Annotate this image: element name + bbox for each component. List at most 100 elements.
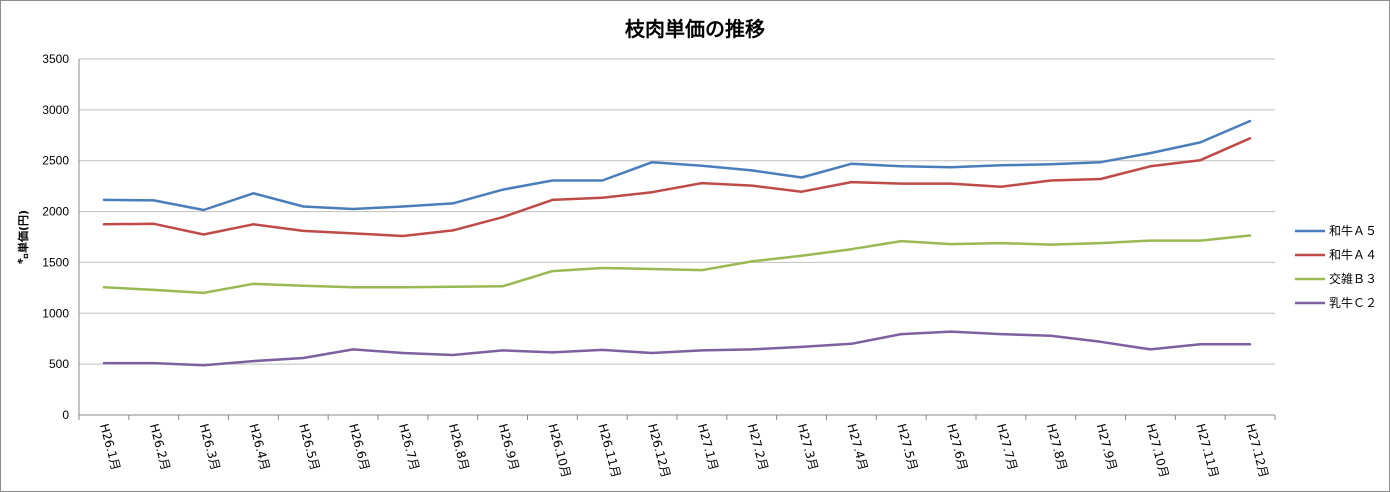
data-point	[551, 269, 554, 273]
data-point	[999, 185, 1003, 188]
data-point	[252, 282, 255, 285]
data-point	[1099, 241, 1102, 245]
y-tick-label: 2000	[42, 205, 69, 219]
x-tick-label: H27.6月	[944, 422, 970, 472]
data-point	[900, 182, 903, 185]
data-point	[1199, 141, 1202, 144]
data-point	[401, 205, 405, 208]
x-tick-label: H26.3月	[197, 422, 223, 472]
gridlines	[79, 58, 1275, 365]
data-point	[650, 191, 654, 194]
data-point	[351, 232, 355, 235]
data-point	[850, 248, 853, 251]
data-point	[1049, 163, 1052, 166]
data-point	[102, 198, 106, 202]
data-point	[949, 182, 953, 185]
legend-label: 和牛Ａ４	[1329, 247, 1377, 262]
data-point	[900, 239, 903, 243]
data-point	[102, 223, 106, 226]
data-point	[1049, 243, 1052, 246]
data-point	[601, 196, 604, 200]
axes	[78, 59, 1276, 420]
data-point	[850, 180, 853, 184]
data-point	[949, 242, 953, 246]
data-point	[999, 164, 1003, 167]
x-tick-label: H26.9月	[496, 422, 522, 472]
data-point	[1149, 348, 1152, 351]
data-point	[1199, 159, 1202, 162]
data-point	[750, 184, 753, 187]
legend: 和牛Ａ５ 和牛Ａ４ 交雑Ｂ３ 乳牛Ｃ２	[1295, 223, 1377, 310]
data-point	[800, 176, 803, 179]
data-point	[949, 166, 953, 169]
x-tick-label: H26.1月	[97, 422, 123, 472]
y-tick-labels: 0 500 1000 1500 2000 2500 3000 3500	[42, 52, 69, 422]
x-tick-label: H26.8月	[446, 422, 472, 472]
data-point	[152, 199, 155, 202]
data-point	[900, 165, 903, 168]
data-point	[900, 332, 903, 336]
data-point	[601, 179, 604, 182]
data-point	[252, 359, 255, 363]
data-point	[551, 198, 554, 202]
data-point	[850, 162, 853, 165]
x-tick-label: H27.8月	[1044, 422, 1070, 472]
data-point	[551, 179, 554, 182]
data-point	[501, 349, 504, 352]
data-point	[202, 291, 205, 295]
data-point	[650, 351, 654, 355]
data-point	[401, 286, 405, 289]
data-point	[252, 192, 255, 195]
data-point	[102, 286, 106, 289]
data-point	[750, 348, 753, 351]
data-point	[1099, 161, 1102, 164]
data-point	[601, 348, 604, 352]
data-point	[501, 188, 504, 191]
data-point	[1248, 234, 1252, 237]
series-line-2	[103, 137, 1251, 238]
data-point	[1099, 177, 1102, 181]
data-point	[1248, 119, 1252, 123]
data-point	[401, 351, 405, 355]
y-tick-label: 0	[62, 408, 69, 422]
data-point	[1248, 343, 1252, 346]
data-point	[302, 229, 305, 233]
data-point	[700, 268, 704, 272]
series-line-3	[103, 234, 1251, 295]
data-point	[601, 266, 604, 270]
y-tick-label: 500	[49, 357, 69, 371]
x-tick-label: H27.5月	[894, 422, 920, 472]
x-tick-label: H26.7月	[396, 422, 422, 472]
x-tick-label: H27.12月	[1243, 422, 1271, 479]
x-tick-label: H26.10月	[546, 422, 574, 479]
data-point	[1099, 340, 1102, 343]
data-point	[401, 234, 405, 238]
data-point	[302, 205, 305, 208]
data-point	[700, 349, 704, 352]
x-tick-label: H27.10月	[1144, 422, 1172, 479]
data-point	[850, 342, 853, 345]
data-point	[302, 356, 305, 360]
series-line-1	[103, 119, 1251, 212]
data-point	[1199, 343, 1202, 346]
data-point	[800, 345, 803, 349]
series-lines	[102, 119, 1252, 367]
y-tick-label: 1500	[42, 255, 69, 269]
data-point	[551, 351, 554, 354]
x-tick-label: H26.12月	[645, 422, 673, 479]
data-point	[451, 229, 454, 232]
x-tick-label: H26.2月	[147, 422, 173, 472]
y-tick-label: 3500	[42, 52, 69, 66]
x-tick-label: H27.1月	[695, 422, 721, 472]
y-axis-label: ㌔単価(円)	[16, 210, 30, 264]
legend-label: 乳牛Ｃ２	[1329, 295, 1377, 310]
data-point	[302, 284, 305, 288]
data-point	[351, 207, 355, 211]
data-point	[750, 260, 753, 263]
data-point	[202, 208, 205, 212]
data-point	[999, 332, 1003, 336]
y-tick-label: 2500	[42, 154, 69, 168]
x-tick-label: H26.11月	[595, 422, 623, 479]
